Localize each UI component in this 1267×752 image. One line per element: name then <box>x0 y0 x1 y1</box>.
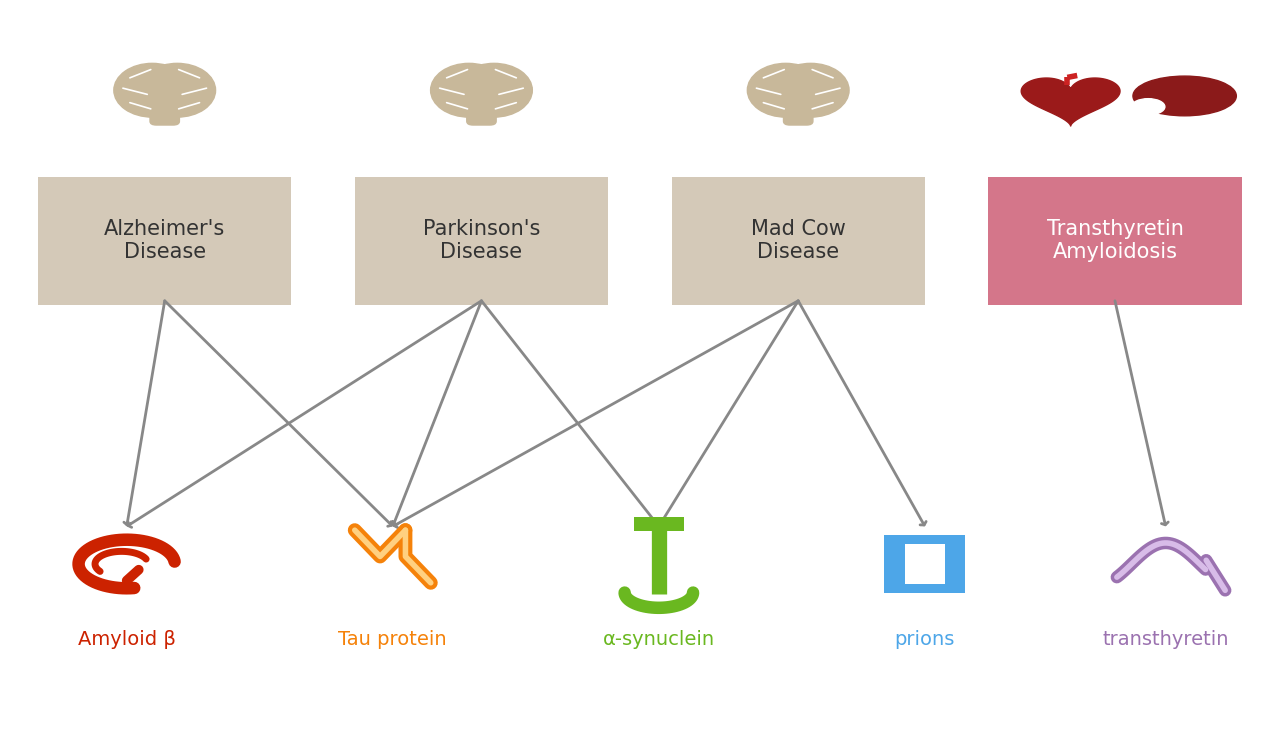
Ellipse shape <box>464 68 499 113</box>
Text: transthyretin: transthyretin <box>1102 629 1229 649</box>
Ellipse shape <box>147 68 182 113</box>
Ellipse shape <box>456 63 532 117</box>
Ellipse shape <box>780 68 816 113</box>
Text: Tau protein: Tau protein <box>338 629 447 649</box>
FancyBboxPatch shape <box>355 177 608 305</box>
FancyBboxPatch shape <box>150 105 180 125</box>
Ellipse shape <box>748 63 824 117</box>
Ellipse shape <box>431 63 507 117</box>
Text: Transthyretin
Amyloidosis: Transthyretin Amyloidosis <box>1047 219 1183 262</box>
FancyBboxPatch shape <box>988 177 1242 305</box>
Text: Parkinson's
Disease: Parkinson's Disease <box>423 219 540 262</box>
Ellipse shape <box>114 63 190 117</box>
Text: Mad Cow
Disease: Mad Cow Disease <box>751 219 845 262</box>
Ellipse shape <box>1131 99 1164 115</box>
Ellipse shape <box>773 63 849 117</box>
FancyBboxPatch shape <box>884 535 965 544</box>
Text: Amyloid β: Amyloid β <box>77 629 176 649</box>
Ellipse shape <box>1133 76 1237 116</box>
FancyBboxPatch shape <box>466 105 497 125</box>
FancyBboxPatch shape <box>783 105 813 125</box>
Text: α-synuclein: α-synuclein <box>603 629 715 649</box>
Polygon shape <box>1021 78 1120 126</box>
Text: Alzheimer's
Disease: Alzheimer's Disease <box>104 219 226 262</box>
FancyBboxPatch shape <box>884 584 965 593</box>
FancyBboxPatch shape <box>38 177 291 305</box>
FancyBboxPatch shape <box>945 537 965 591</box>
FancyBboxPatch shape <box>884 537 905 591</box>
Text: prions: prions <box>895 629 955 649</box>
Ellipse shape <box>139 63 215 117</box>
FancyBboxPatch shape <box>634 517 684 531</box>
FancyBboxPatch shape <box>672 177 925 305</box>
